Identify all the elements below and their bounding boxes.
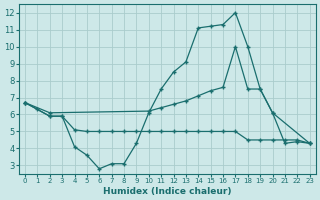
X-axis label: Humidex (Indice chaleur): Humidex (Indice chaleur) xyxy=(103,187,232,196)
